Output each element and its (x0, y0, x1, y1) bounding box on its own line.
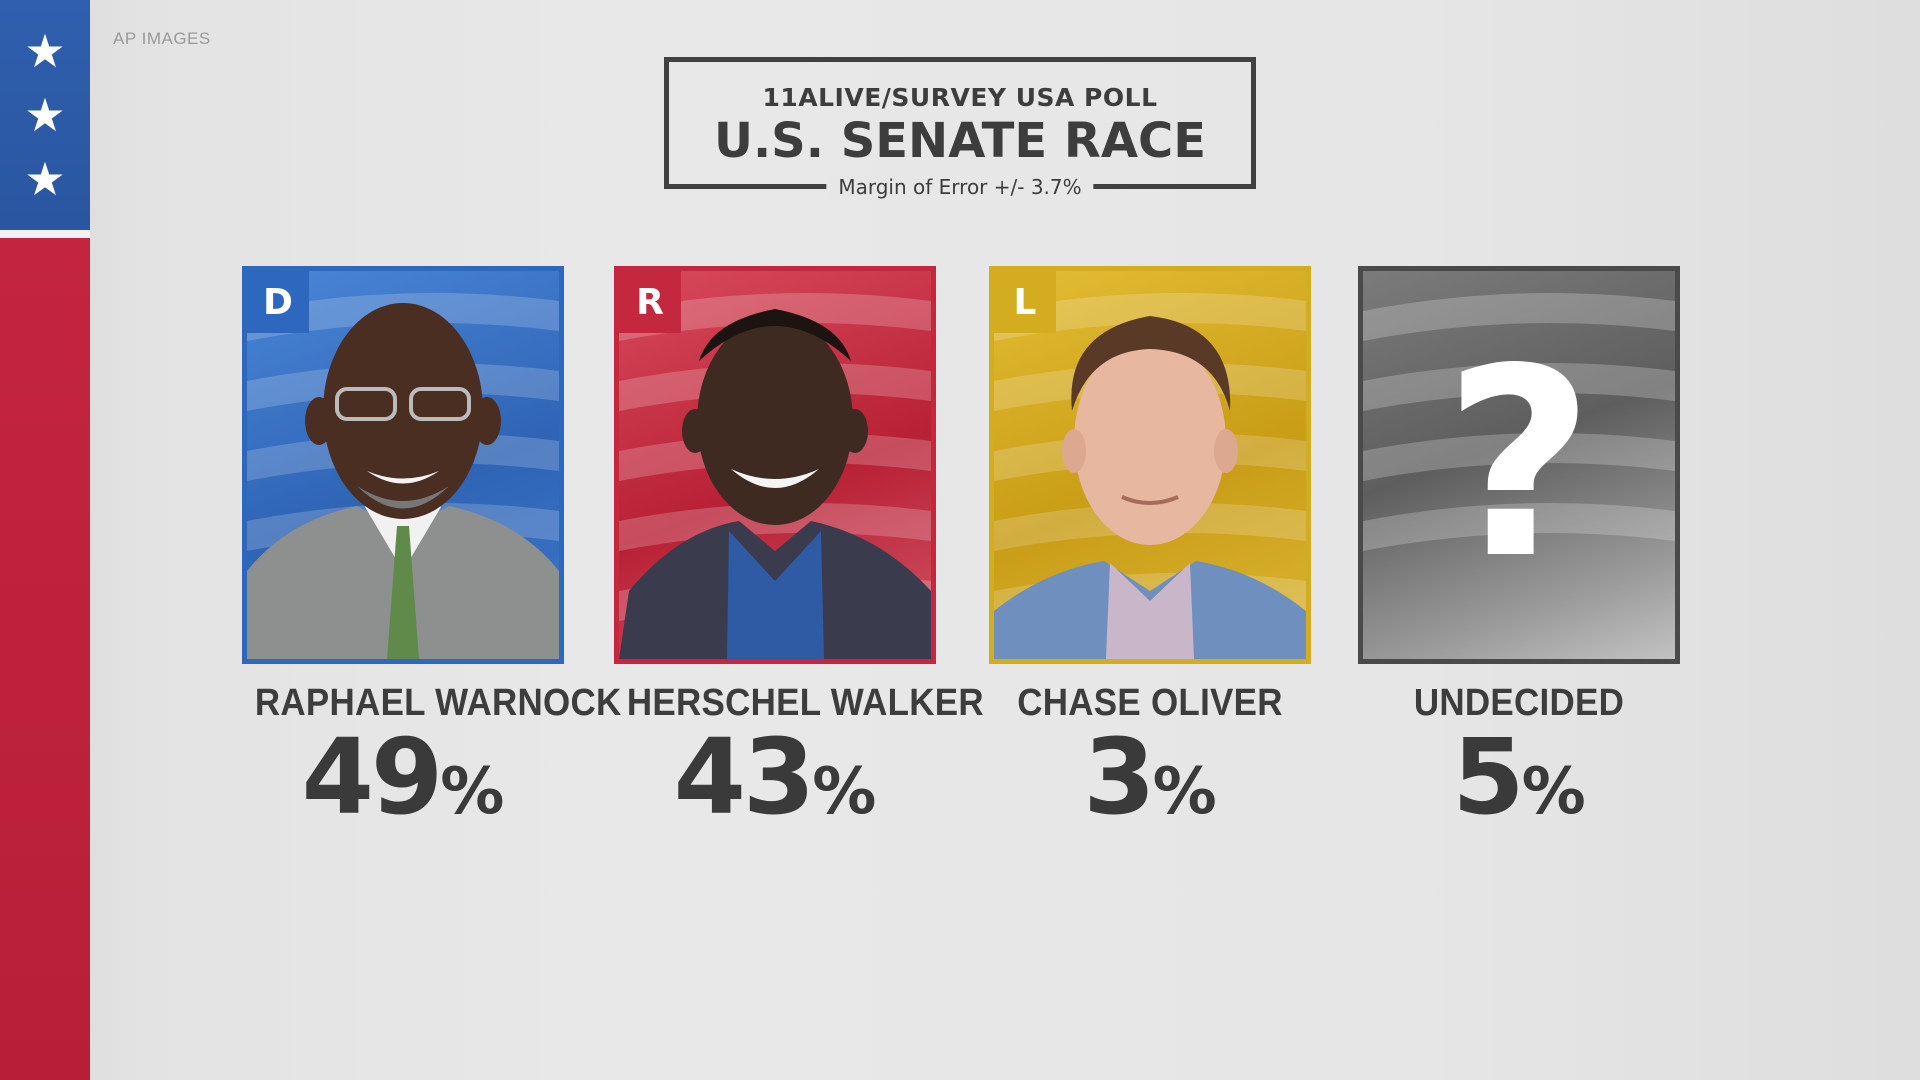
poll-header: 11ALIVE/SURVEY USA POLL U.S. SENATE RACE… (664, 57, 1256, 199)
candidate-name: RAPHAEL WARNOCK (254, 682, 622, 724)
candidate-portrait (619, 309, 931, 659)
percent-value: 5 (1452, 716, 1524, 838)
percent-sign: % (440, 755, 505, 829)
candidate-photo: L (989, 266, 1311, 664)
candidate-name: HERSCHEL WALKER (626, 682, 984, 724)
percent-value: 3 (1083, 716, 1155, 838)
candidate-portrait (247, 303, 559, 659)
flag-canton: ★ ★ ★ (0, 0, 90, 230)
candidate-percent: 5% (1358, 725, 1680, 858)
image-credit: AP IMAGES (113, 29, 211, 48)
flag-red-stripe (0, 238, 90, 1080)
candidate-warnock: D RAPHAEL WARNOCK 49% (242, 266, 622, 858)
poll-source: 11ALIVE/SURVEY USA POLL (762, 83, 1158, 112)
candidate-portrait (994, 316, 1306, 659)
candidate-name: UNDECIDED (1413, 682, 1625, 724)
percent-value: 49 (301, 716, 444, 838)
star-icon: ★ (24, 88, 66, 142)
question-mark-icon: ? (1443, 314, 1595, 616)
candidate-undecided: ? UNDECIDED 5% (1358, 266, 1680, 858)
percent-value: 43 (673, 716, 816, 838)
star-icon: ★ (24, 152, 66, 206)
party-badge: R (619, 271, 681, 333)
percent-sign: % (1521, 755, 1586, 829)
flag-white-stripe (0, 230, 90, 238)
flag-strip: ★ ★ ★ (0, 0, 90, 1080)
candidate-percent: 43% (614, 725, 936, 858)
candidate-photo: ? (1358, 266, 1680, 664)
star-icon: ★ (24, 24, 66, 78)
candidate-percent: 49% (242, 725, 564, 858)
flag-background-icon (1363, 293, 1675, 551)
candidate-oliver: L CHASE OLIVER 3% (989, 266, 1311, 858)
percent-sign: % (812, 755, 877, 829)
page-title: U.S. SENATE RACE (713, 113, 1207, 169)
candidate-photo: D (242, 266, 564, 664)
percent-sign: % (1152, 755, 1217, 829)
party-badge: D (247, 271, 309, 333)
candidate-percent: 3% (989, 725, 1311, 858)
candidate-walker: R HERSCHEL WALKER 43% (614, 266, 984, 858)
margin-of-error: Margin of Error +/- 3.7% (826, 175, 1094, 199)
party-badge: L (994, 271, 1056, 333)
candidate-name: CHASE OLIVER (1017, 682, 1283, 724)
candidate-photo: R (614, 266, 936, 664)
